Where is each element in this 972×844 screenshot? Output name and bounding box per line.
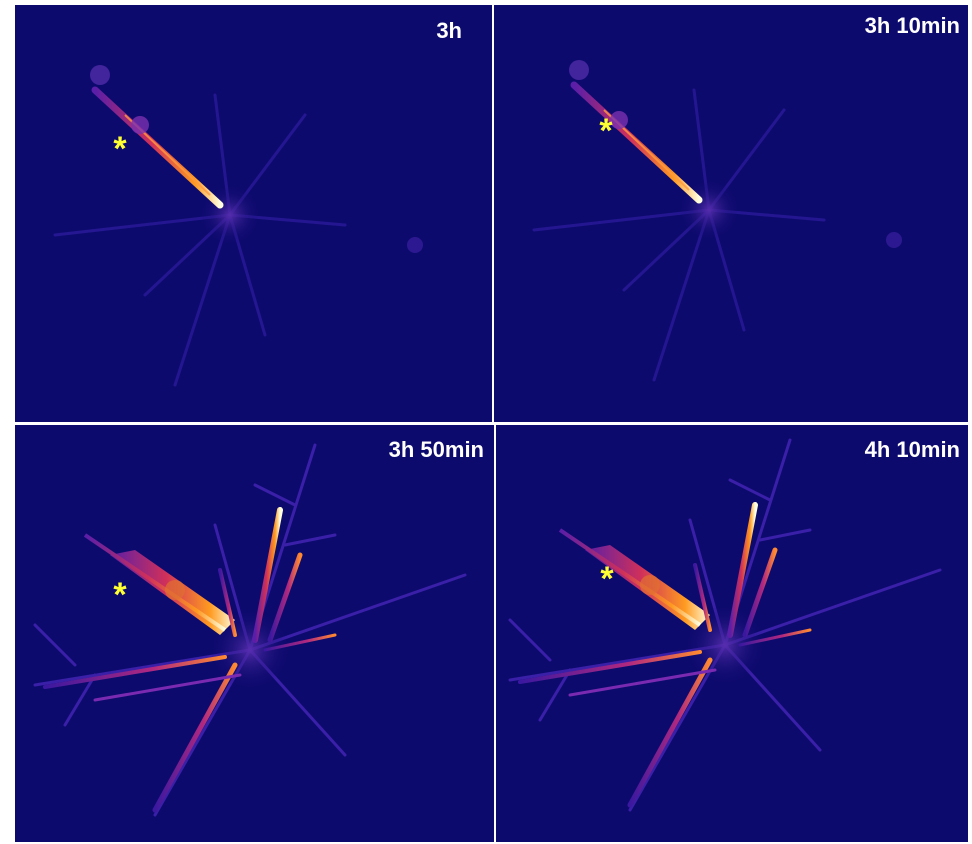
marker: * (113, 576, 127, 614)
marker: * (113, 130, 127, 168)
panel: 3h * (15, 5, 492, 422)
panel-label: 3h (436, 18, 462, 43)
panel-label: 3h 10min (865, 13, 960, 38)
figure: 3h * 3h 10min * 3h 50min * 4h 10min * (0, 0, 972, 844)
panel: 4h 10min * (496, 425, 968, 842)
panel-label: 4h 10min (865, 437, 960, 462)
panel: 3h 10min * (494, 5, 968, 422)
marker: * (600, 560, 614, 598)
panel-label: 3h 50min (389, 437, 484, 462)
marker: * (599, 112, 613, 150)
panel: 3h 50min * (15, 425, 494, 842)
